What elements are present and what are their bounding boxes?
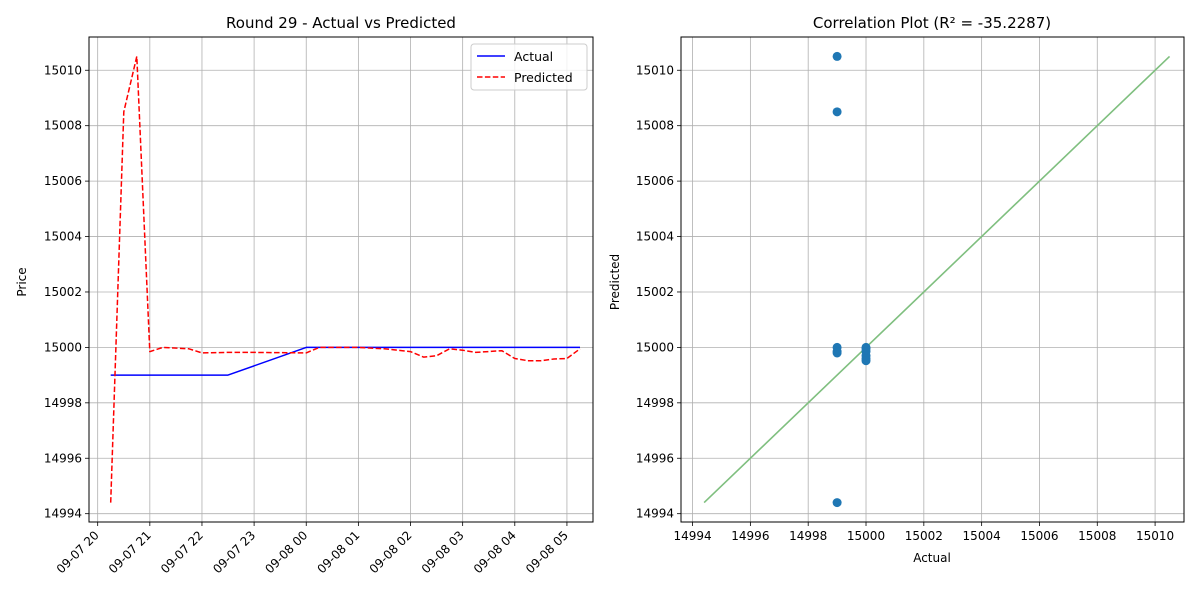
left-x-tick-label: 09-07 23 bbox=[210, 528, 258, 576]
right-y-tick-label: 15006 bbox=[636, 174, 674, 188]
right-chart-title: Correlation Plot (R² = -35.2287) bbox=[813, 14, 1051, 32]
left-x-tick-label: 09-07 22 bbox=[158, 528, 206, 576]
right-y-tick-label: 15004 bbox=[636, 230, 674, 244]
left-gridlines bbox=[89, 37, 593, 522]
scatter-point bbox=[832, 107, 842, 117]
scatter-point bbox=[832, 51, 842, 61]
reference-line bbox=[703, 55, 1171, 504]
left-y-tick-label: 15008 bbox=[44, 119, 82, 133]
right-y-axis-label: Predicted bbox=[608, 254, 622, 310]
right-x-axis-label: Actual bbox=[913, 551, 951, 565]
left-x-tick-label: 09-07 21 bbox=[106, 528, 154, 576]
right-y-tick-label: 14998 bbox=[636, 396, 674, 410]
left-plot-frame bbox=[88, 36, 594, 523]
right-x-tick-label: 14998 bbox=[789, 529, 827, 543]
right-plot-frame bbox=[680, 36, 1185, 523]
scatter-point bbox=[861, 356, 871, 366]
right-y-tick-label: 15000 bbox=[636, 340, 674, 354]
right-y-tick-label: 15008 bbox=[636, 119, 674, 133]
scatter-point bbox=[832, 348, 842, 358]
right-y-tick-label: 14996 bbox=[636, 451, 674, 465]
left-y-tick-label: 15000 bbox=[44, 340, 82, 354]
series-line-actual bbox=[110, 346, 580, 376]
left-series-lines bbox=[109, 55, 581, 503]
right-scatter-series bbox=[703, 51, 1171, 508]
right-x-tick-label: 14994 bbox=[673, 529, 711, 543]
left-y-tick-label: 14998 bbox=[44, 396, 82, 410]
right-x-tick-label: 15006 bbox=[1020, 529, 1058, 543]
left-y-tick-label: 15006 bbox=[44, 174, 82, 188]
left-x-tick-label: 09-08 03 bbox=[419, 528, 467, 576]
left-ticks: 14994 14996 14998 15000 15002 15004 15006 15008… bbox=[44, 63, 571, 576]
left-y-tick-label: 15002 bbox=[44, 285, 82, 299]
left-x-tick-label: 09-07 20 bbox=[54, 528, 102, 576]
right-x-tick-label: 15002 bbox=[905, 529, 943, 543]
actual-vs-predicted-chart: Round 29 - Actual vs Predicted Price 149… bbox=[15, 14, 594, 576]
right-x-tick-label: 15004 bbox=[963, 529, 1001, 543]
left-y-axis-label: Price bbox=[15, 267, 29, 296]
left-y-tick-label: 15004 bbox=[44, 230, 82, 244]
left-x-tick-label: 09-08 02 bbox=[367, 528, 415, 576]
right-x-tick-label: 15010 bbox=[1136, 529, 1174, 543]
left-x-tick-label: 09-08 00 bbox=[262, 528, 310, 576]
legend: Actual Predicted bbox=[470, 43, 588, 91]
right-ticks: 14994 14996 14998 15000 15002 15004 15006 15008… bbox=[636, 63, 1174, 543]
left-x-tick-label: 09-08 01 bbox=[314, 528, 362, 576]
left-x-tick-label: 09-08 04 bbox=[471, 528, 519, 576]
legend-actual-label: Actual bbox=[514, 49, 553, 64]
left-x-tick-label: 09-08 05 bbox=[523, 528, 571, 576]
legend-predicted-label: Predicted bbox=[514, 70, 573, 85]
left-y-tick-label: 15010 bbox=[44, 63, 82, 77]
right-gridlines bbox=[681, 37, 1184, 522]
right-x-tick-label: 14996 bbox=[731, 529, 769, 543]
left-y-tick-label: 14994 bbox=[44, 507, 82, 521]
right-y-tick-label: 14994 bbox=[636, 507, 674, 521]
scatter-point bbox=[832, 498, 842, 508]
correlation-plot: Correlation Plot (R² = -35.2287) Predict… bbox=[608, 14, 1185, 565]
left-y-tick-label: 14996 bbox=[44, 451, 82, 465]
series-line-predicted bbox=[109, 55, 581, 503]
right-x-tick-label: 15008 bbox=[1078, 529, 1116, 543]
right-y-tick-label: 15002 bbox=[636, 285, 674, 299]
right-x-tick-label: 15000 bbox=[847, 529, 885, 543]
left-chart-title: Round 29 - Actual vs Predicted bbox=[226, 14, 456, 32]
right-y-tick-label: 15010 bbox=[636, 63, 674, 77]
